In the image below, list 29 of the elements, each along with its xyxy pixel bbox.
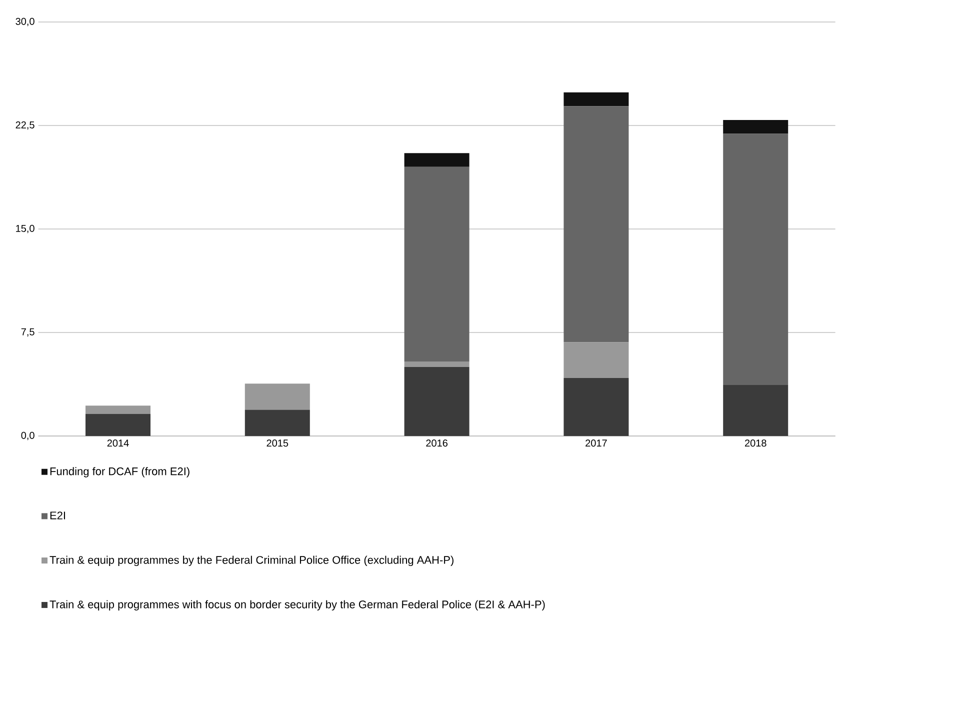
bar [404,153,470,167]
x-tick-label: 2017 [586,440,607,447]
bar [404,367,470,436]
bar [564,92,629,106]
bar [723,384,788,436]
bar [244,410,310,436]
legend-label: Train & equip programmes with focus on border security by the German Federal Police (E2I & AAH-P) [50,600,545,610]
y-tick-label: 22,5 [16,121,34,130]
bar [723,134,788,385]
y-tick-label: 30,0 [16,18,34,26]
y-tick-label: 15,0 [16,224,34,234]
legend-label: Funding for DCAF (from E2I) [50,467,190,478]
bar [244,384,310,410]
x-tick-label: 2014 [107,440,129,447]
bar [86,414,150,436]
y-tick-label: 0,0 [21,432,34,440]
x-tick-label: 2018 [744,440,766,447]
bar [723,120,788,134]
y-tick-label: 7,5 [21,328,34,337]
legend-label: E2I [50,512,65,520]
bar [564,106,629,342]
bar [564,378,629,436]
x-tick-label: 2015 [266,440,288,447]
bar [86,406,150,414]
bar [404,166,470,362]
bar [404,361,470,368]
bar [564,342,629,378]
legend-label: Train & equip programmes by the Federal Criminal Police Office (excluding AAH-P) [50,556,454,566]
x-tick-label: 2016 [426,440,448,447]
